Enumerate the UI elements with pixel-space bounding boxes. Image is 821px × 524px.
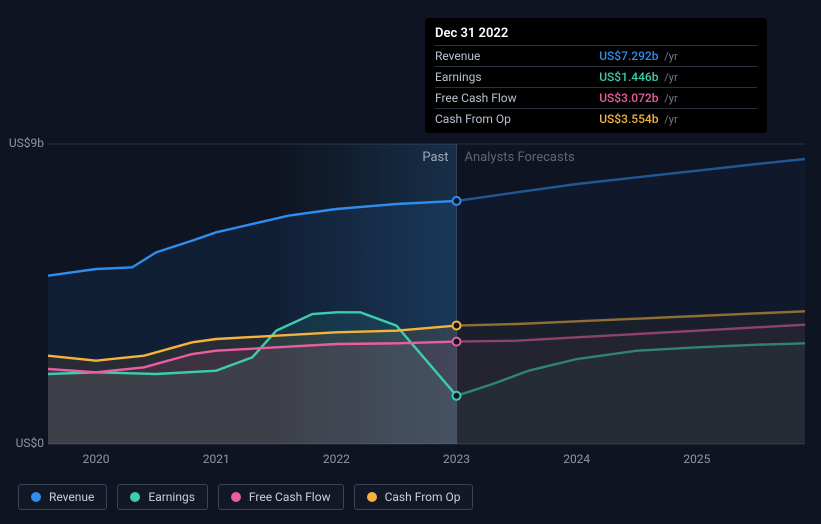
legend-dot-icon xyxy=(231,492,241,502)
y-tick-top: US$9b xyxy=(0,136,44,150)
x-tick: 2023 xyxy=(443,452,470,466)
legend-item-label: Earnings xyxy=(148,490,195,504)
tooltip-row-value: US$3.072b /yr xyxy=(599,88,757,109)
tooltip-row-value: US$7.292b /yr xyxy=(599,46,757,67)
tooltip-row-value: US$1.446b /yr xyxy=(599,67,757,88)
tooltip-row-label: Free Cash Flow xyxy=(435,88,599,109)
legend-item-label: Cash From Op xyxy=(385,490,461,504)
x-tick: 2024 xyxy=(563,452,590,466)
tooltip-date: Dec 31 2022 xyxy=(435,26,757,41)
chart-tooltip: Dec 31 2022 RevenueUS$7.292b /yrEarnings… xyxy=(425,18,767,133)
x-tick: 2021 xyxy=(203,452,230,466)
legend-dot-icon xyxy=(367,492,377,502)
tooltip-row-value: US$3.554b /yr xyxy=(599,109,757,130)
legend-item[interactable]: Earnings xyxy=(117,484,208,510)
legend-item[interactable]: Free Cash Flow xyxy=(218,484,344,510)
tooltip-row-label: Earnings xyxy=(435,67,599,88)
legend-dot-icon xyxy=(31,492,41,502)
x-tick: 2020 xyxy=(83,452,110,466)
chart-legend: Revenue Earnings Free Cash Flow Cash From O… xyxy=(18,484,473,510)
tooltip-row: Free Cash FlowUS$3.072b /yr xyxy=(435,88,757,109)
tooltip-row: EarningsUS$1.446b /yr xyxy=(435,67,757,88)
region-label-past: Past xyxy=(397,150,449,165)
tooltip-row-label: Cash From Op xyxy=(435,109,599,130)
tooltip-row-label: Revenue xyxy=(435,46,599,67)
legend-item[interactable]: Revenue xyxy=(18,484,107,510)
tooltip-row: Cash From OpUS$3.554b /yr xyxy=(435,109,757,130)
legend-dot-icon xyxy=(130,492,140,502)
legend-item[interactable]: Cash From Op xyxy=(354,484,474,510)
tooltip-row: RevenueUS$7.292b /yr xyxy=(435,46,757,67)
x-tick: 2022 xyxy=(323,452,350,466)
y-tick-bottom: US$0 xyxy=(0,436,44,450)
legend-item-label: Revenue xyxy=(49,490,94,504)
legend-item-label: Free Cash Flow xyxy=(249,490,331,504)
region-label-forecast: Analysts Forecasts xyxy=(465,150,575,165)
x-tick: 2025 xyxy=(683,452,710,466)
